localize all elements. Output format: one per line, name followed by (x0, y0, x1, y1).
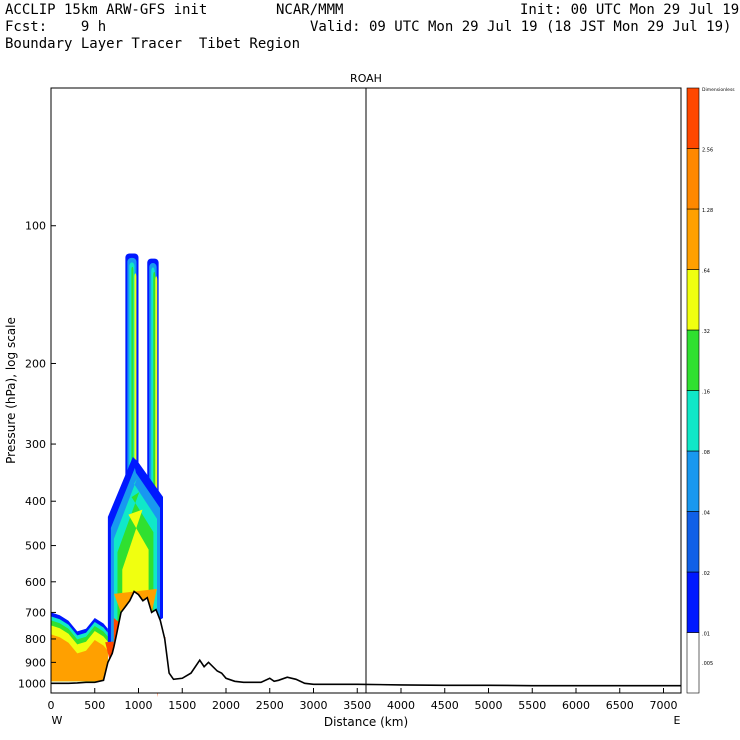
x-tick-label: 3000 (300, 699, 328, 712)
field-title: Boundary Layer Tracer Tibet Region (5, 36, 301, 52)
west-label: W (52, 714, 63, 727)
x-axis-label: Distance (km) (324, 715, 408, 729)
valid-time: Valid: 09 UTC Mon 29 Jul 19 (18 JST Mon … (310, 19, 732, 35)
x-tick-label: 3500 (343, 699, 371, 712)
org-label: NCAR/MMM (276, 2, 344, 18)
x-tick-label: 6500 (606, 699, 634, 712)
x-tick-label: 4000 (387, 699, 415, 712)
colorbar-tick-label: .16 (702, 390, 710, 396)
x-tick-label: 2500 (256, 699, 284, 712)
init-time: Init: 00 UTC Mon 29 Jul 19 (520, 2, 740, 18)
colorbar-tick-label: 1.28 (702, 208, 713, 214)
x-tick-label: 5000 (475, 699, 503, 712)
colorbar-segment (686, 329, 700, 391)
y-tick-label: 100 (25, 220, 46, 233)
colorbar-segment (686, 390, 700, 452)
y-tick-label: 300 (25, 438, 46, 451)
colorbar-segment (686, 87, 700, 149)
colorbar-segment (686, 450, 700, 512)
colorbar-tick-label: .01 (702, 632, 710, 638)
y-tick-label: 200 (25, 357, 46, 370)
colorbar-tick-label: .32 (702, 329, 710, 335)
y-tick-label: 400 (25, 495, 46, 508)
x-tick-label: 1000 (125, 699, 153, 712)
terrain-fill (51, 591, 681, 693)
colorbar-tick-label: .08 (702, 450, 710, 456)
model-title: ACCLIP 15km ARW-GFS init (5, 2, 208, 18)
colorbar-tick-label: .005 (702, 661, 713, 667)
plot-frame (50, 87, 682, 694)
y-tick-label: 600 (25, 576, 46, 589)
east-label: E (674, 714, 681, 727)
terrain-line (51, 590, 681, 687)
colorbar-segment (686, 571, 700, 633)
x-tick-label: 0 (48, 699, 55, 712)
colorbar-segment (686, 511, 700, 573)
x-tick-label: 6000 (562, 699, 590, 712)
tracer-lowwest-orange (51, 634, 108, 682)
colorbar-tick-label: .02 (702, 571, 710, 577)
colorbar-segment (686, 632, 700, 694)
y-tick-label: 900 (25, 656, 46, 669)
y-tick-label: 500 (25, 540, 46, 553)
colorbar-tick-label: .04 (702, 511, 710, 517)
forecast-hour: Fcst: 9 h (5, 19, 107, 35)
colorbar-title: Dimensionless (702, 87, 735, 93)
x-tick-label: 500 (84, 699, 105, 712)
y-tick-label: 700 (25, 606, 46, 619)
y-axis-label: Pressure (hPa), log scale (4, 317, 18, 464)
chart-title: ROAH (350, 72, 382, 85)
colorbar-tick-label: 2.56 (702, 148, 713, 154)
x-tick-label: 1500 (168, 699, 196, 712)
y-tick-label: 1000 (18, 677, 46, 690)
x-tick-label: 5500 (518, 699, 546, 712)
x-tick-label: 2000 (212, 699, 240, 712)
colorbar-segment (686, 148, 700, 210)
colorbar-segment (686, 208, 700, 270)
x-tick-label: 4500 (431, 699, 459, 712)
y-tick-label: 800 (25, 633, 46, 646)
colorbar-segment (686, 269, 700, 331)
x-tick-label: 7000 (650, 699, 678, 712)
colorbar-tick-label: .64 (702, 269, 710, 275)
